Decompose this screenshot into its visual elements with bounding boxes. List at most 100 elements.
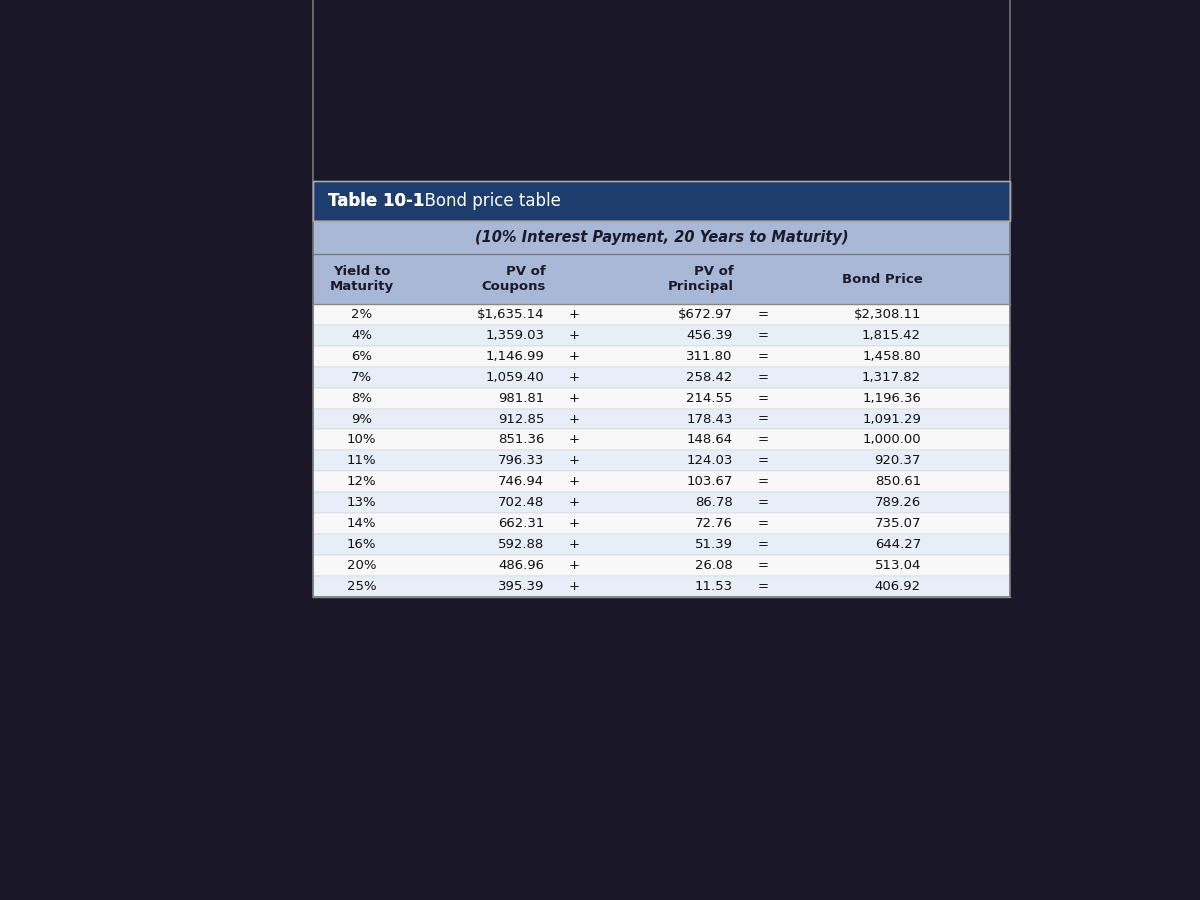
Text: Bond price table: Bond price table xyxy=(414,192,560,210)
Bar xyxy=(313,429,1010,450)
Text: 12%: 12% xyxy=(347,475,377,488)
Bar xyxy=(313,554,1010,576)
Text: 1,458.80: 1,458.80 xyxy=(863,350,920,363)
Text: 456.39: 456.39 xyxy=(686,329,733,342)
Text: =: = xyxy=(757,475,768,488)
Text: 103.67: 103.67 xyxy=(686,475,733,488)
Text: Bond Price: Bond Price xyxy=(841,273,923,285)
Text: +: + xyxy=(569,308,580,321)
Text: 11.53: 11.53 xyxy=(695,580,733,592)
Text: $2,308.11: $2,308.11 xyxy=(853,308,920,321)
Text: 1,091.29: 1,091.29 xyxy=(862,412,920,426)
Bar xyxy=(313,221,1010,254)
Text: 796.33: 796.33 xyxy=(498,454,545,467)
Text: +: + xyxy=(569,496,580,509)
Text: +: + xyxy=(569,371,580,383)
Text: 789.26: 789.26 xyxy=(875,496,920,509)
Text: 981.81: 981.81 xyxy=(498,392,545,405)
Text: 25%: 25% xyxy=(347,580,377,592)
Text: =: = xyxy=(757,454,768,467)
Text: 1,317.82: 1,317.82 xyxy=(862,371,920,383)
Text: 26.08: 26.08 xyxy=(695,559,733,572)
Text: 6%: 6% xyxy=(352,350,372,363)
Text: 16%: 16% xyxy=(347,538,377,551)
Text: 850.61: 850.61 xyxy=(875,475,920,488)
Text: +: + xyxy=(569,412,580,426)
Text: 1,815.42: 1,815.42 xyxy=(862,329,920,342)
Text: 4%: 4% xyxy=(352,329,372,342)
Text: =: = xyxy=(757,329,768,342)
Text: +: + xyxy=(569,538,580,551)
Text: 486.96: 486.96 xyxy=(498,559,545,572)
Text: 1,000.00: 1,000.00 xyxy=(863,434,920,446)
Text: 2%: 2% xyxy=(352,308,372,321)
Text: +: + xyxy=(569,517,580,530)
Text: 9%: 9% xyxy=(352,412,372,426)
Bar xyxy=(313,254,1010,304)
Text: 86.78: 86.78 xyxy=(695,496,733,509)
Text: 10%: 10% xyxy=(347,434,377,446)
Text: (10% Interest Payment, 20 Years to Maturity): (10% Interest Payment, 20 Years to Matur… xyxy=(475,230,848,245)
Text: 1,059.40: 1,059.40 xyxy=(486,371,545,383)
Text: 644.27: 644.27 xyxy=(875,538,920,551)
Text: +: + xyxy=(569,580,580,592)
Text: 148.64: 148.64 xyxy=(686,434,733,446)
Bar xyxy=(313,409,1010,429)
Text: 1,196.36: 1,196.36 xyxy=(862,392,920,405)
Text: +: + xyxy=(569,434,580,446)
Text: +: + xyxy=(569,392,580,405)
Text: Table 10-1: Table 10-1 xyxy=(328,192,425,210)
Text: $672.97: $672.97 xyxy=(678,308,733,321)
Text: 7%: 7% xyxy=(352,371,372,383)
Text: 72.76: 72.76 xyxy=(695,517,733,530)
Text: +: + xyxy=(569,559,580,572)
Text: =: = xyxy=(757,517,768,530)
Text: 735.07: 735.07 xyxy=(875,517,920,530)
Text: 662.31: 662.31 xyxy=(498,517,545,530)
Bar xyxy=(313,576,1010,597)
Text: 311.80: 311.80 xyxy=(686,350,733,363)
Bar xyxy=(313,181,1010,221)
Text: +: + xyxy=(569,475,580,488)
Text: 258.42: 258.42 xyxy=(686,371,733,383)
Text: 1,146.99: 1,146.99 xyxy=(486,350,545,363)
Text: 51.39: 51.39 xyxy=(695,538,733,551)
Text: 395.39: 395.39 xyxy=(498,580,545,592)
Bar xyxy=(313,181,1010,221)
Text: =: = xyxy=(757,559,768,572)
Bar xyxy=(313,492,1010,513)
Bar xyxy=(313,534,1010,554)
Text: 124.03: 124.03 xyxy=(686,454,733,467)
Text: 513.04: 513.04 xyxy=(875,559,920,572)
Bar xyxy=(313,513,1010,534)
Text: 20%: 20% xyxy=(347,559,377,572)
Text: Table 10-1  Bond price table: Table 10-1 Bond price table xyxy=(328,192,560,210)
Text: 1,359.03: 1,359.03 xyxy=(485,329,545,342)
Text: 14%: 14% xyxy=(347,517,377,530)
Text: =: = xyxy=(757,580,768,592)
Text: 851.36: 851.36 xyxy=(498,434,545,446)
Text: PV of
Coupons: PV of Coupons xyxy=(481,266,546,293)
Text: =: = xyxy=(757,392,768,405)
Text: 214.55: 214.55 xyxy=(686,392,733,405)
Text: =: = xyxy=(757,496,768,509)
Text: +: + xyxy=(569,350,580,363)
Text: +: + xyxy=(569,329,580,342)
Text: 13%: 13% xyxy=(347,496,377,509)
Text: =: = xyxy=(757,434,768,446)
Text: 912.85: 912.85 xyxy=(498,412,545,426)
Bar xyxy=(313,388,1010,409)
Text: 8%: 8% xyxy=(352,392,372,405)
Text: =: = xyxy=(757,538,768,551)
Text: 11%: 11% xyxy=(347,454,377,467)
Text: =: = xyxy=(757,371,768,383)
Text: 746.94: 746.94 xyxy=(498,475,545,488)
Bar xyxy=(313,472,1010,492)
Text: =: = xyxy=(757,350,768,363)
Text: 406.92: 406.92 xyxy=(875,580,920,592)
Text: Table 10-1: Table 10-1 xyxy=(328,192,425,210)
Text: +: + xyxy=(569,454,580,467)
Bar xyxy=(313,304,1010,325)
Text: 178.43: 178.43 xyxy=(686,412,733,426)
Bar xyxy=(313,367,1010,388)
